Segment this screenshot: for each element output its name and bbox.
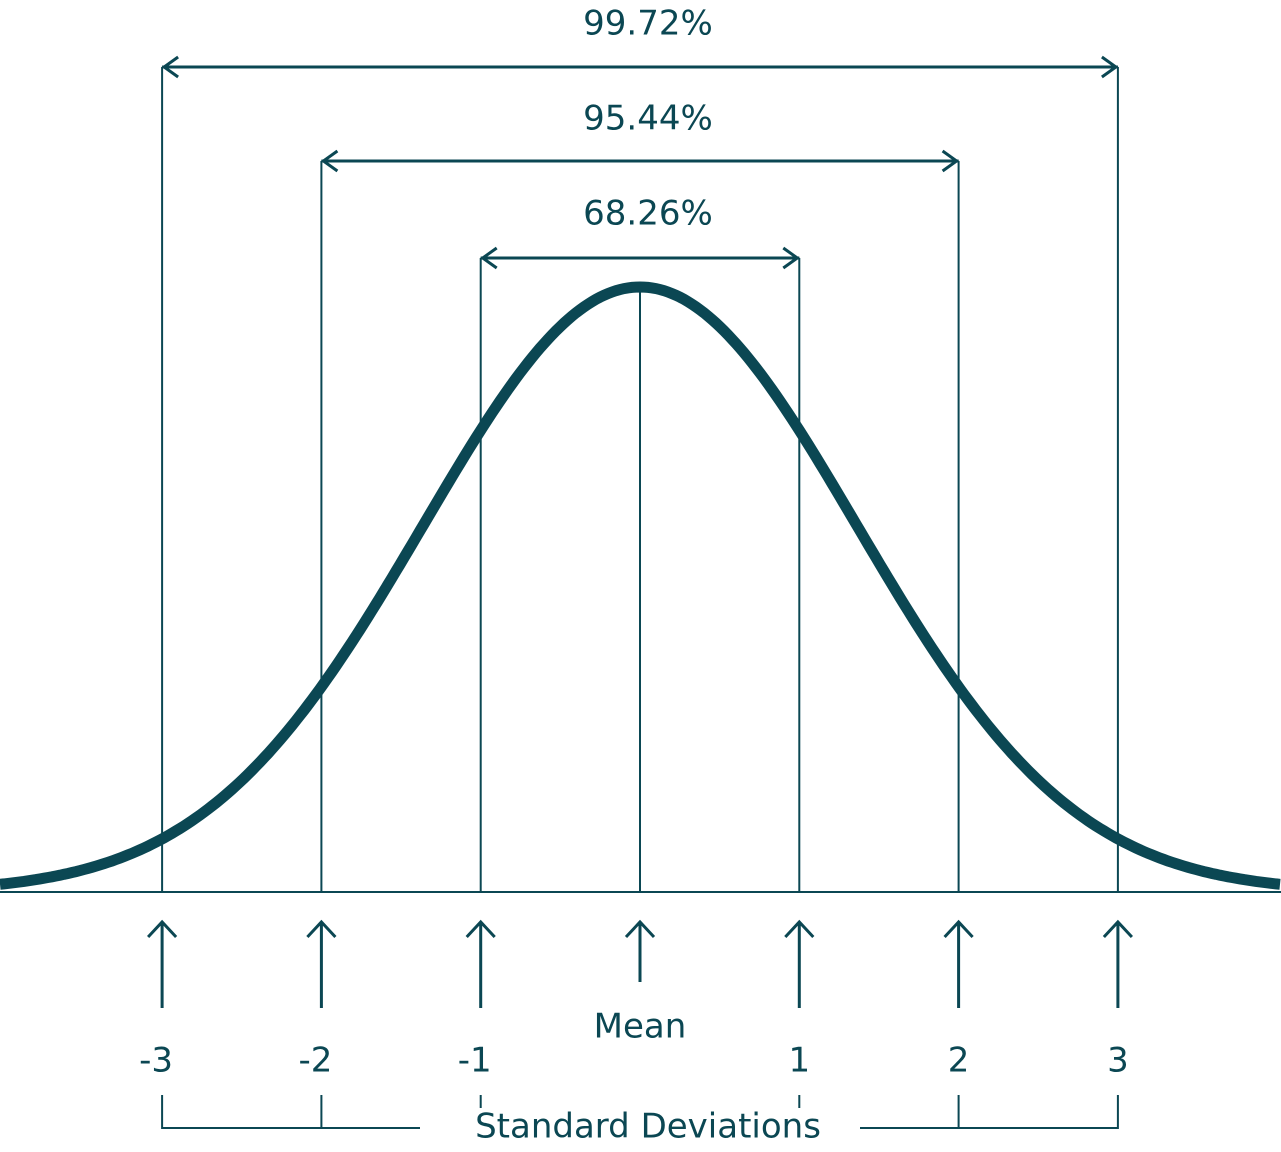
bracket bbox=[161, 1095, 1119, 1129]
arrow-head bbox=[320, 149, 960, 173]
up-arrow bbox=[943, 919, 974, 1008]
axis-caption: Standard Deviations bbox=[475, 1107, 821, 1147]
sd-tick-label: -3 bbox=[139, 1041, 173, 1081]
arrow-head bbox=[161, 55, 1119, 79]
sd-tick-label: 2 bbox=[948, 1041, 970, 1081]
up-arrow bbox=[465, 919, 496, 1008]
up-arrow bbox=[147, 919, 178, 1008]
up-arrow bbox=[306, 919, 337, 1008]
sd-tick-label: 3 bbox=[1107, 1041, 1129, 1081]
up-arrow bbox=[784, 919, 815, 1008]
up-arrow bbox=[1102, 919, 1133, 1008]
range-label: 95.44% bbox=[583, 99, 713, 139]
up-arrow bbox=[624, 919, 656, 982]
range-label: 68.26% bbox=[583, 194, 713, 234]
arrow-head bbox=[480, 246, 800, 270]
curve bbox=[0, 281, 1281, 890]
mean-label: Mean bbox=[594, 1007, 687, 1047]
layout bbox=[0, 55, 1281, 1129]
sd-tick-label: -2 bbox=[298, 1041, 332, 1081]
sd-tick-label: -1 bbox=[458, 1041, 492, 1081]
sd-tick-label: 1 bbox=[788, 1041, 810, 1081]
range-label: 99.72% bbox=[583, 4, 713, 44]
